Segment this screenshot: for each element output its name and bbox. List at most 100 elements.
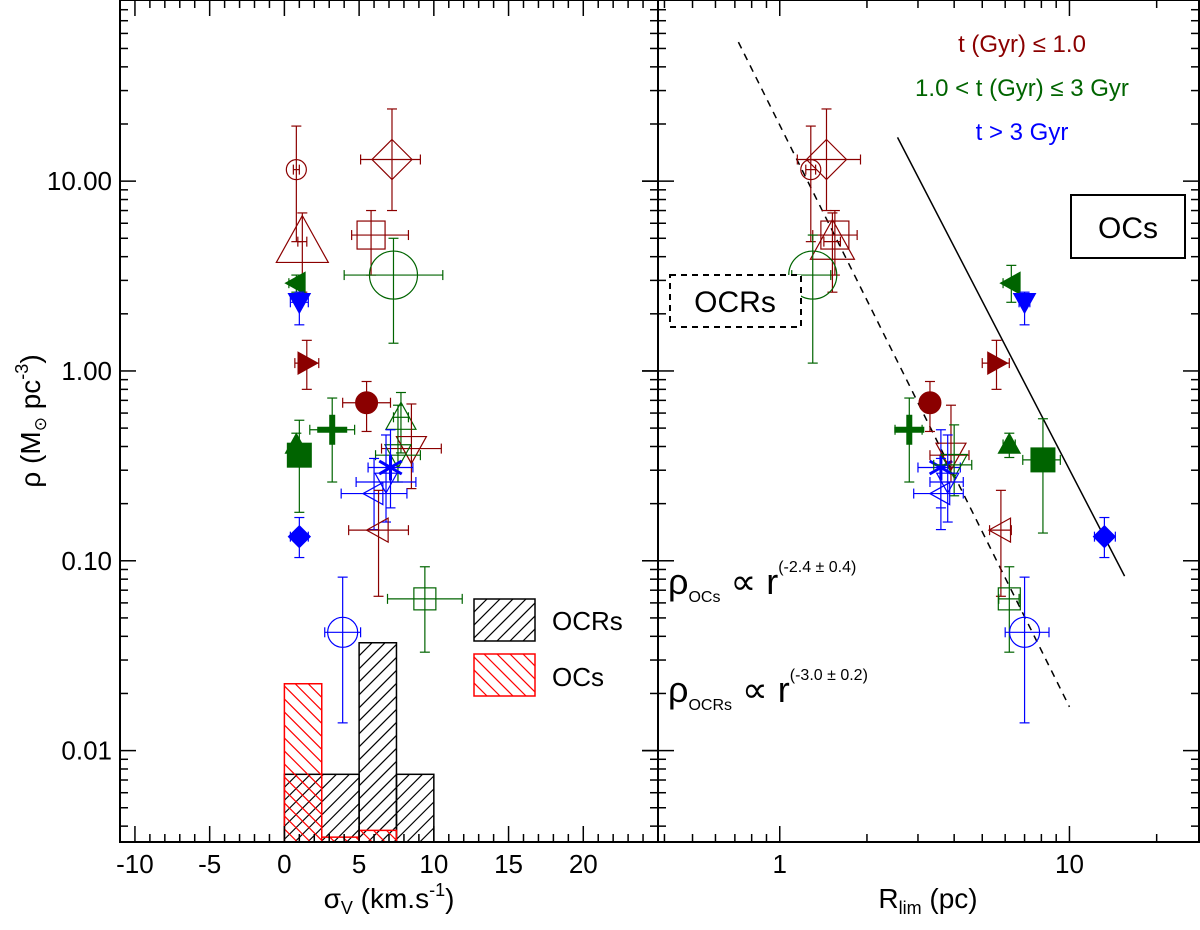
data-point-triangle-down [1012,292,1037,315]
error-bars [324,576,362,724]
legend-ocs-hatch-lines [474,654,535,696]
data-point-triangle-down [373,472,399,495]
hist-ocs-bar-hatch [284,683,322,842]
right-x-axis-label: Rlim (pc) [878,883,977,918]
data-point-square [997,587,1021,611]
x-tick-label: 1 [773,849,787,879]
x-tick-label: 15 [494,849,523,879]
data-point-triangle-down [287,292,312,315]
right-panel: 1 10 t (Gyr) ≤ 1.0 1.0 < t (Gyr) ≤ 3 Gyr … [642,0,1200,918]
x-tick-label: 0 [277,849,291,879]
data-point-square [356,220,386,250]
data-point-diamond [1092,524,1117,549]
data-point-triangle-left [987,517,1012,544]
age-legend-intermediate: 1.0 < t (Gyr) ≤ 3 Gyr [915,75,1129,102]
data-point-asterisk [378,454,403,481]
error-bars [988,489,1012,597]
legend-ocrs-label: OCRs [552,606,623,636]
error-bars [1004,576,1050,724]
legend-ocs-swatch [473,653,536,697]
legend-ocrs-swatch [473,598,536,642]
y-tick-label: 1.00 [61,356,112,386]
error-bars [351,209,410,276]
data-point-triangle-up [809,218,856,260]
left-x-axis-label: σV (km.s-1) [324,880,455,918]
x-tick-label: -10 [116,849,154,879]
data-point-plus [894,414,925,445]
data-point-triangle-left [284,271,306,296]
error-bars [380,403,442,490]
age-legend-young: t (Gyr) ≤ 1.0 [958,31,1086,58]
x-tick-label: 20 [569,849,598,879]
ocs-label-box [1070,194,1186,259]
y-tick-label: 0.10 [61,546,112,576]
x-tick-label: 10 [1055,849,1084,879]
data-point-diamond [371,138,413,181]
error-bars [1022,418,1061,534]
hist-ocs-bar [283,683,323,842]
data-point-triangle-right [987,351,1009,375]
legend-ocs-label: OCs [552,662,604,692]
left-legend: OCRs OCs [473,598,623,697]
data-point-square [413,587,437,611]
left-x-axis: -10 -5 0 5 10 15 20 [116,0,644,879]
left-y-axis: 0.01 0.10 1.00 10.00 [47,0,658,827]
right-plot-frame [657,0,1200,843]
x-tick-label: 10 [419,849,448,879]
y-tick-label: 10.00 [47,166,112,196]
x-tick-label: -5 [198,849,221,879]
error-bars [805,125,817,243]
data-point-triangle-up [384,401,417,430]
hist-ocrs-bar [358,641,398,842]
ocrs-label-box [669,274,802,328]
data-point-triangle-up [275,214,330,264]
legend-ocrs-hatch [474,599,535,641]
error-bars [343,237,444,344]
fit-line-ocrs [737,41,1071,708]
error-bars [929,434,964,523]
legend-ocs-hatch [474,654,535,696]
error-bars [796,108,862,212]
data-point-triangle-down [934,442,967,472]
ocs-power-law-equation: ρOCs ∝ r(-2.4 ± 0.4) [668,559,856,606]
error-bars [291,125,302,243]
data-point-triangle-left [365,517,389,544]
data-point-diamond [287,524,312,549]
right-x-axis: 1 10 [663,0,1158,879]
age-legend: t (Gyr) ≤ 1.0 1.0 < t (Gyr) ≤ 3 Gyr t > … [915,31,1129,146]
left-points [275,108,463,724]
left-histograms [283,641,435,842]
data-point-circle [1008,616,1041,648]
left-plot-frame [119,0,659,843]
ocrs-power-law-equation: ρOCRs ∝ r(-3.0 ± 0.2) [668,667,868,714]
data-point-circle [918,391,942,415]
y-axis-label: ρ (M⊙ pc-3) [12,354,50,487]
error-bars [348,489,410,597]
x-tick-label: 5 [352,849,366,879]
data-point-plus [317,414,348,445]
right-y-axis [642,0,1199,827]
hist-ocrs-bar-hatch [359,642,397,842]
hist-ocrs-bar-hatch [396,774,434,842]
age-legend-old: t > 3 Gyr [976,119,1069,146]
data-point-triangle-left [361,481,384,506]
data-point-triangle-down [935,472,960,495]
data-point-diamond [805,138,848,181]
data-point-triangle-left [999,271,1021,296]
error-bars [933,424,973,497]
error-bars [340,457,408,531]
legend-ocrs-hatch-lines [474,599,535,641]
data-point-triangle-left [928,481,951,506]
right-points [788,108,1117,724]
data-point-square [820,220,850,250]
data-point-circle [327,616,359,648]
data-point-triangle-right [297,351,319,375]
fit-line-ocs [896,137,1126,577]
data-point-square [1030,447,1056,473]
error-bars [823,212,842,293]
error-bars [355,434,417,523]
left-panel: -10 -5 0 5 10 15 20 0.01 0.10 1.00 10.00 OCRs OCs… [12,0,659,918]
data-point-triangle-up [284,432,309,454]
data-point-circle [285,159,307,181]
